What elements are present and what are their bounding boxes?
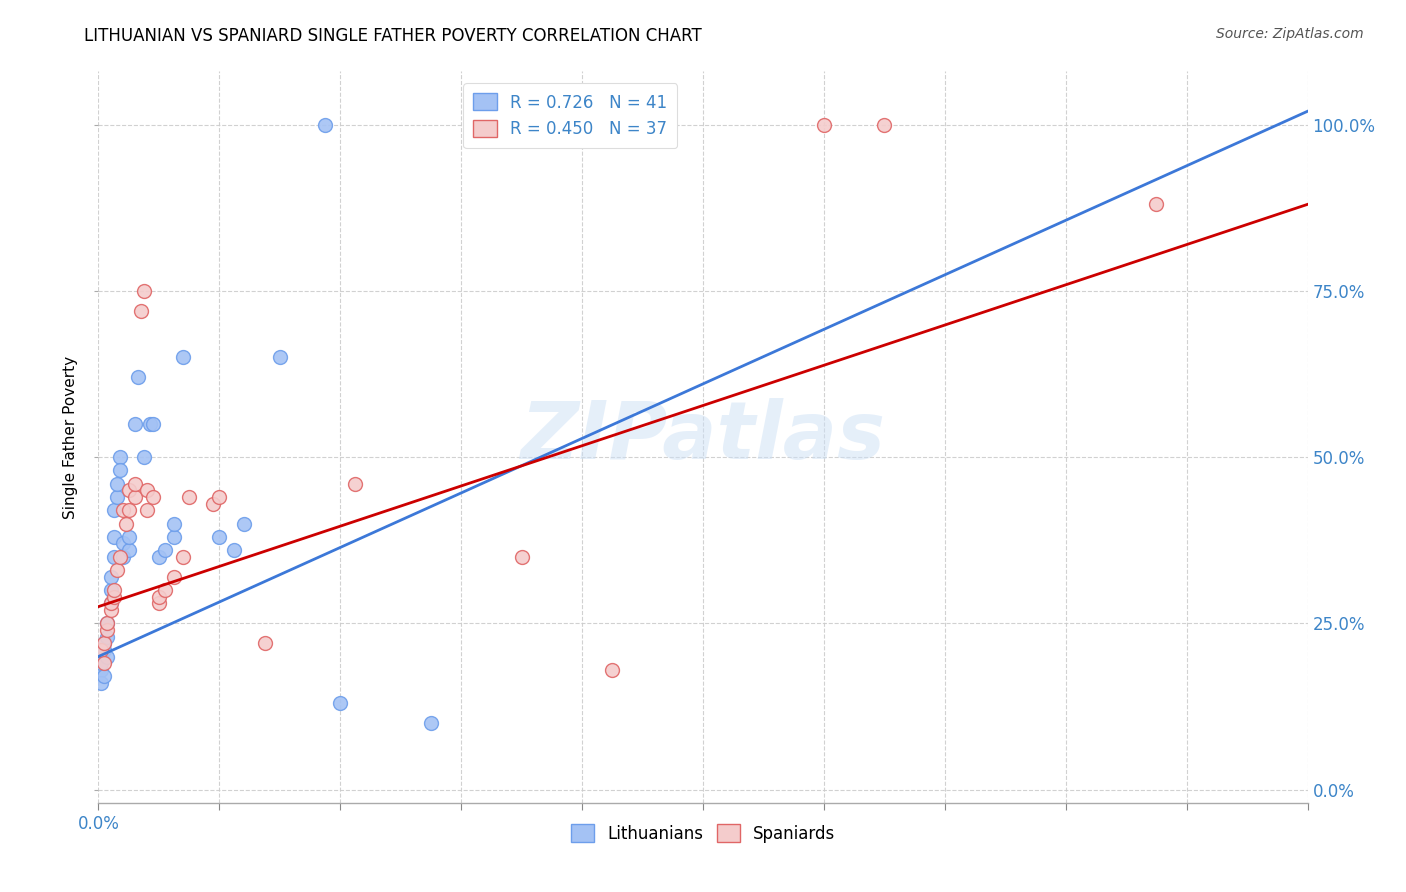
Point [90,649,112,664]
Point [873,118,896,132]
Point [103,590,125,604]
Point [172,351,194,365]
Point [103,549,125,564]
Point [510,549,533,564]
Point [135,503,157,517]
Point [269,351,291,365]
Point [100,582,122,597]
Point [813,118,835,132]
Point [96,616,118,631]
Point [108,463,131,477]
Point [163,516,186,531]
Point [90,643,112,657]
Point [208,490,231,504]
Point [148,596,170,610]
Point [420,716,443,731]
Point [93,669,115,683]
Point [118,543,141,558]
Point [163,530,186,544]
Point [153,582,176,597]
Point [1144,197,1167,211]
Point [93,636,115,650]
Point [114,516,136,531]
Point [103,503,125,517]
Point [148,549,170,564]
Text: Source: ZipAtlas.com: Source: ZipAtlas.com [1216,27,1364,41]
Point [329,696,352,710]
Point [100,596,122,610]
Point [105,563,128,577]
Point [105,476,128,491]
Point [124,417,146,431]
Point [108,549,131,564]
Point [90,676,112,690]
Point [202,497,225,511]
Point [103,530,125,544]
Text: LITHUANIAN VS SPANIARD SINGLE FATHER POVERTY CORRELATION CHART: LITHUANIAN VS SPANIARD SINGLE FATHER POV… [84,27,702,45]
Point [253,636,276,650]
Point [93,636,115,650]
Point [127,370,149,384]
Point [602,663,624,677]
Point [100,596,122,610]
Point [93,643,115,657]
Point [153,543,176,558]
Point [139,417,162,431]
Legend: Lithuanians, Spaniards: Lithuanians, Spaniards [564,818,842,849]
Point [100,570,122,584]
Point [208,530,231,544]
Point [111,536,134,550]
Point [314,118,336,132]
Point [179,490,201,504]
Point [224,543,246,558]
Point [96,630,118,644]
Point [96,623,118,637]
Point [105,490,128,504]
Point [163,570,186,584]
Point [100,603,122,617]
Point [148,590,170,604]
Point [103,582,125,597]
Point [118,503,141,517]
Point [132,284,155,298]
Point [111,549,134,564]
Point [142,490,165,504]
Point [90,663,112,677]
Point [90,656,112,670]
Point [232,516,254,531]
Point [111,503,134,517]
Point [142,417,165,431]
Point [124,490,146,504]
Point [124,476,146,491]
Y-axis label: Single Father Poverty: Single Father Poverty [63,356,79,518]
Point [172,549,194,564]
Point [118,530,141,544]
Point [135,483,157,498]
Point [96,616,118,631]
Point [96,649,118,664]
Point [118,483,141,498]
Point [108,450,131,464]
Point [344,476,367,491]
Point [93,656,115,670]
Point [132,450,155,464]
Point [129,303,152,318]
Text: ZIPatlas: ZIPatlas [520,398,886,476]
